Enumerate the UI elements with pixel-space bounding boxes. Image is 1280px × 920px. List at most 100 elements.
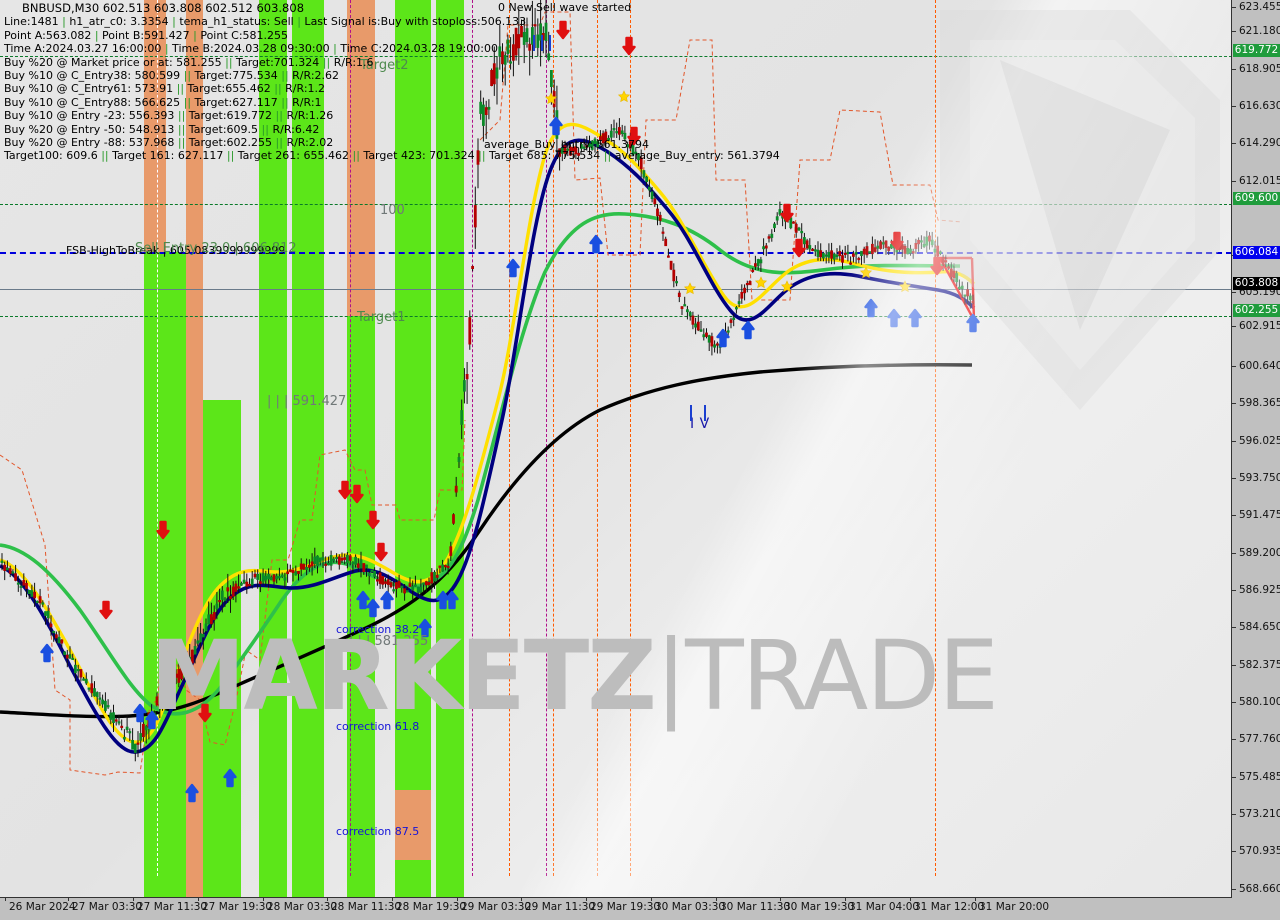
symbol-ohlc-line: BNBUSD,M30 602.513 603.808 602.512 603.8… (22, 1, 305, 15)
zone-green-4 (395, 0, 431, 898)
info-line-3: Time A:2024.03.27 16:00:00 | Time B:2024… (4, 42, 499, 56)
zone-green-lower-2 (203, 400, 241, 898)
time-tick-mark (68, 897, 69, 901)
chart-info-block: BNBUSD,M30 602.513 603.808 602.512 603.8… (4, 1, 780, 163)
vline-orange-2 (553, 0, 554, 876)
point-b-label: | | | 591.427 (267, 394, 347, 409)
time-scale[interactable]: 26 Mar 2024 27 Mar 03:30 27 Mar 11:30 27 Ma… (0, 897, 1232, 920)
wave-tick-2 (541, 35, 543, 51)
time-tick-mark (975, 897, 976, 901)
time-tick-label: 31 Mar 04:00 (849, 901, 920, 913)
zone-green-lower-1 (144, 252, 186, 898)
vline-magenta-2 (350, 0, 351, 876)
time-tick-mark (780, 897, 781, 901)
time-tick-mark (327, 897, 328, 901)
time-tick-label: 26 Mar 2024 (9, 901, 76, 913)
price-series-overlay (0, 0, 980, 803)
price-highlight-green: 619.772 (1233, 44, 1280, 57)
correction-38: correction 38.2 (336, 623, 420, 636)
time-tick-mark (198, 897, 199, 901)
vline-magenta-3 (472, 0, 473, 876)
vline-magenta-4 (546, 0, 547, 876)
watermark-text: MARKETZ|TRADE (150, 620, 999, 732)
time-tick-label: 28 Mar 11:30 (331, 901, 402, 913)
point-c-label: | | | 581.255 (349, 634, 429, 649)
time-tick-label: 31 Mar 20:00 (979, 901, 1050, 913)
time-tick-label: 28 Mar 19:30 (396, 901, 467, 913)
time-tick-mark (457, 897, 458, 901)
avg-buy-entry: average_Buy_entry: 561.3794 (484, 138, 650, 151)
time-tick-label: 27 Mar 03:30 (72, 901, 143, 913)
wave-tick-1 (533, 35, 535, 51)
target100-label: 100 (380, 203, 405, 218)
wave-tick-4 (690, 405, 692, 421)
time-tick-mark (263, 897, 264, 901)
time-tick-label: 30 Mar 11:30 (720, 901, 791, 913)
time-tick-mark (392, 897, 393, 901)
price-scale[interactable]: 623.455 621.180 618.905 616.630 614.290 612.0… (1231, 0, 1280, 898)
info-line-8: Buy %10 @ Entry -23: 556.393 || Target:6… (4, 109, 334, 123)
time-tick-mark (910, 897, 911, 901)
time-tick-label: 30 Mar 19:30 (784, 901, 855, 913)
time-tick-mark (651, 897, 652, 901)
info-line-7: Buy %10 @ C_Entry88: 566.625 || Target:6… (4, 95, 322, 109)
time-tick-label: 30 Mar 03:30 (655, 901, 726, 913)
price-highlight-black: 603.808 (1233, 277, 1280, 290)
time-tick-label: 27 Mar 19:30 (202, 901, 273, 913)
vline-white-1 (157, 0, 158, 876)
fsb-hightobreak: FSB-HighToBreak | 605.0839999999999 (66, 244, 286, 257)
time-tick-mark (586, 897, 587, 901)
level-target1 (0, 316, 1232, 317)
time-tick-label: 28 Mar 03:30 (267, 901, 338, 913)
new-sell-wave: 0 New Sell wave started (498, 1, 632, 14)
level-target2 (0, 56, 1232, 57)
info-line-1: Line:1481 | h1_atr_c0: 3.3354 | tema_h1_… (4, 15, 527, 29)
time-tick-label: 29 Mar 19:30 (590, 901, 661, 913)
price-highlight-blue: 606.084 (1233, 246, 1280, 259)
price-highlight-green: 602.255 (1233, 304, 1280, 317)
time-tick-label: 31 Mar 12:00 (914, 901, 985, 913)
chart-plot-area[interactable]: MARKETZ|TRADE (0, 0, 1232, 898)
time-tick-mark (133, 897, 134, 901)
info-line-6: Buy %10 @ C_Entry61: 573.91 || Target:65… (4, 82, 326, 96)
vline-orange-4 (630, 0, 631, 876)
target1-label: Target1 (357, 310, 406, 325)
watermark-bold: MARKETZ (150, 620, 657, 732)
info-line-11: Target100: 609.6 || Target 161: 627.117 … (4, 149, 780, 163)
scale-corner (1232, 898, 1280, 920)
wave-tick-5 (704, 405, 706, 421)
zone-orange-2 (186, 0, 203, 898)
price-highlight-green: 609.600 (1233, 192, 1280, 205)
target2-label: Target2 (360, 58, 409, 73)
time-tick-label: 27 Mar 11:30 (137, 901, 208, 913)
vline-orange-1 (509, 0, 510, 876)
time-tick-mark (716, 897, 717, 901)
zone-green-2b (292, 204, 324, 898)
wave-tick-3 (549, 35, 551, 51)
correction-87: correction 87.5 (336, 825, 420, 838)
time-tick-mark (5, 897, 6, 901)
info-line-10: Buy %20 @ Entry -88: 537.968 || Target:6… (4, 136, 334, 150)
vline-orange-3 (597, 0, 598, 876)
zone-orange-4 (395, 790, 431, 860)
watermark-bar: | (654, 620, 687, 732)
time-tick-mark (521, 897, 522, 901)
level-fsb-hightobreak (0, 252, 1232, 254)
vline-orange-5 (935, 0, 936, 876)
correction-61: correction 61.8 (336, 720, 420, 733)
level-target100 (0, 204, 1232, 205)
time-tick-mark (845, 897, 846, 901)
info-line-4: Buy %20 @ Market price or at: 581.255 ||… (4, 55, 374, 69)
wave-iv-label: I V (690, 416, 710, 432)
time-tick-label: 29 Mar 11:30 (525, 901, 596, 913)
info-line-5: Buy %10 @ C_Entry38: 580.599 || Target:7… (4, 69, 340, 83)
zone-green-1 (259, 0, 287, 898)
time-tick-label: 29 Mar 03:30 (461, 901, 532, 913)
level-current-price (0, 289, 1232, 290)
watermark-thin: TRADE (685, 620, 999, 732)
watermark-logo (940, 10, 1220, 410)
sell-entry-line: Sell Entry 23.0 | 606.812 (135, 241, 297, 256)
info-line-9: Buy %20 @ Entry -50: 548.913 || Target:6… (4, 122, 320, 136)
zone-orange-3 (347, 0, 375, 316)
